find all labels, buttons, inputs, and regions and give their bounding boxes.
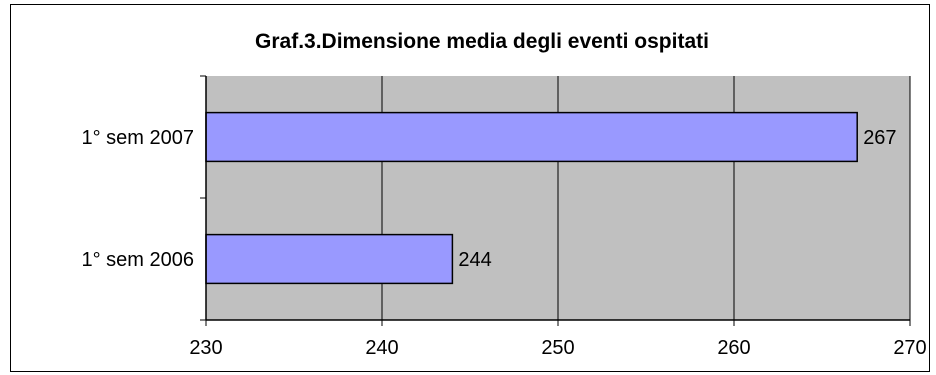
chart-title: Graf.3.Dimensione media degli eventi osp…	[255, 30, 709, 53]
x-tick-label: 260	[717, 337, 750, 359]
axes	[200, 75, 911, 326]
data-label: 244	[458, 249, 491, 271]
bar	[205, 233, 454, 285]
data-label: 267	[863, 127, 896, 149]
bar	[205, 111, 858, 163]
bars	[205, 111, 858, 285]
x-tick-label: 250	[541, 337, 574, 359]
category-label: 1° sem 2007	[81, 127, 194, 149]
x-tick-label: 240	[365, 337, 398, 359]
category-label: 1° sem 2006	[81, 249, 194, 271]
x-tick-label: 270	[893, 337, 926, 359]
x-tick-label: 230	[189, 337, 222, 359]
labels: 230 240 250 260 270 1° sem 2007 267 1° sem 2006…	[81, 127, 926, 359]
